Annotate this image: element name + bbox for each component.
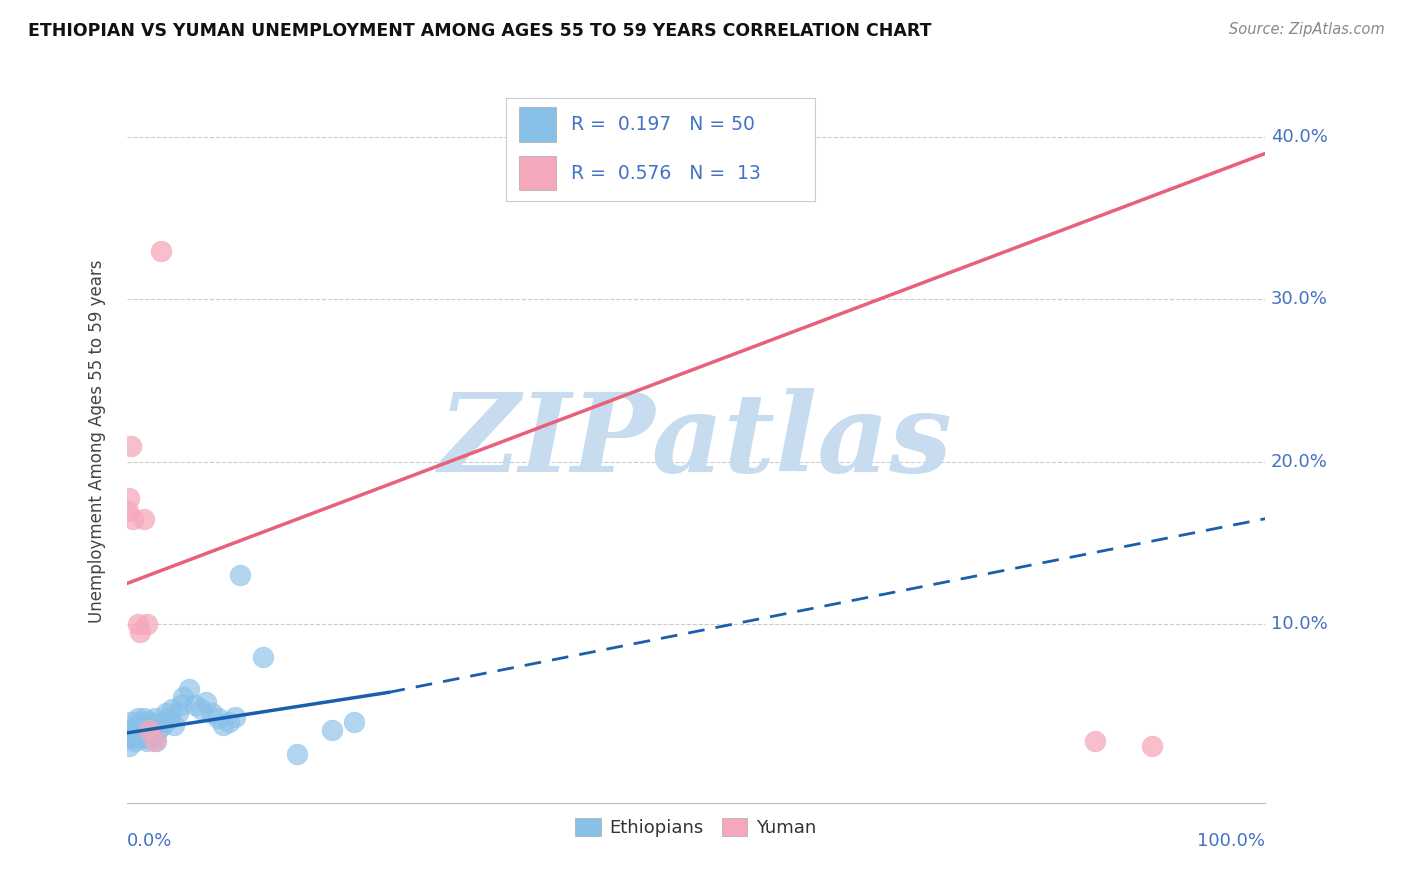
Text: 20.0%: 20.0% (1271, 453, 1329, 471)
Text: Source: ZipAtlas.com: Source: ZipAtlas.com (1229, 22, 1385, 37)
Point (160, 701, 183, 715)
Point (184, 698, 207, 713)
Point (207, 711, 229, 725)
Point (166, 706, 188, 721)
Point (201, 706, 224, 721)
Point (224, 710, 246, 724)
Text: 40.0%: 40.0% (1271, 128, 1329, 146)
Point (132, 711, 155, 725)
Text: 0.0%: 0.0% (127, 831, 172, 850)
Point (143, 734, 166, 748)
Point (129, 714, 152, 729)
Point (143, 711, 166, 725)
Point (127, 711, 149, 725)
Point (1140, 739, 1163, 753)
Point (129, 625, 152, 640)
Point (252, 649, 274, 664)
Point (321, 723, 343, 737)
Point (124, 728, 146, 742)
Point (148, 723, 170, 737)
Point (118, 739, 141, 753)
Point (118, 491, 141, 505)
Point (122, 511, 145, 525)
Point (195, 695, 218, 709)
Legend: Ethiopians, Yuman: Ethiopians, Yuman (568, 811, 824, 845)
Point (120, 439, 142, 453)
Point (145, 734, 167, 748)
Point (218, 714, 240, 729)
Point (124, 734, 146, 748)
Point (131, 731, 153, 745)
Point (122, 723, 145, 737)
Point (118, 723, 141, 737)
Point (159, 711, 181, 725)
Point (229, 568, 252, 582)
Text: ZIPatlas: ZIPatlas (439, 388, 953, 495)
Text: R =  0.197   N = 50: R = 0.197 N = 50 (571, 115, 755, 135)
FancyBboxPatch shape (519, 107, 555, 142)
Point (128, 723, 150, 737)
Point (136, 617, 159, 632)
Point (343, 714, 366, 729)
Point (132, 511, 155, 525)
Point (152, 718, 174, 732)
Point (134, 723, 156, 737)
Point (120, 714, 142, 729)
Point (142, 731, 165, 745)
Y-axis label: Unemployment Among Ages 55 to 59 years: Unemployment Among Ages 55 to 59 years (87, 260, 105, 624)
Point (138, 718, 160, 732)
Point (149, 244, 172, 258)
Text: 100.0%: 100.0% (1198, 831, 1265, 850)
Point (155, 706, 177, 721)
Text: 30.0%: 30.0% (1271, 291, 1329, 309)
FancyBboxPatch shape (519, 155, 555, 190)
Point (127, 617, 149, 632)
Point (131, 718, 153, 732)
Point (190, 701, 212, 715)
Text: 10.0%: 10.0% (1271, 615, 1327, 633)
Text: R =  0.576   N =  13: R = 0.576 N = 13 (571, 163, 761, 183)
Point (136, 728, 159, 742)
Text: ETHIOPIAN VS YUMAN UNEMPLOYMENT AMONG AGES 55 TO 59 YEARS CORRELATION CHART: ETHIOPIAN VS YUMAN UNEMPLOYMENT AMONG AG… (28, 22, 932, 40)
Point (287, 747, 309, 761)
Point (172, 690, 194, 705)
Point (141, 723, 163, 737)
Point (136, 734, 159, 748)
Point (149, 714, 172, 729)
Point (163, 718, 186, 732)
Point (138, 723, 160, 737)
Point (170, 698, 193, 713)
Point (125, 718, 148, 732)
Point (121, 731, 143, 745)
Point (117, 731, 139, 745)
Point (1084, 734, 1107, 748)
Point (212, 718, 235, 732)
Point (139, 714, 162, 729)
Point (142, 718, 165, 732)
Point (135, 731, 157, 745)
Point (179, 682, 201, 697)
Point (117, 503, 139, 517)
